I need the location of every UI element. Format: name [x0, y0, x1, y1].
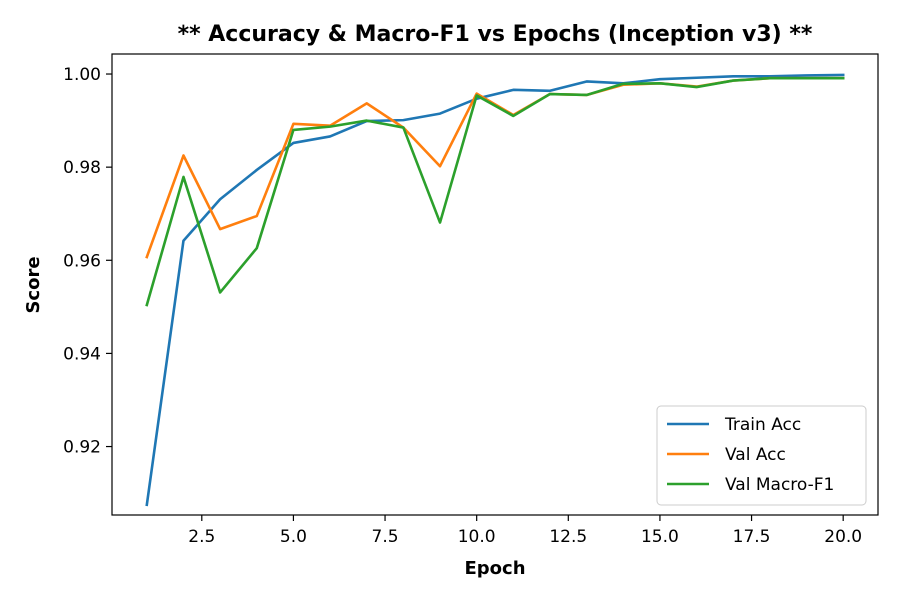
plot-frame [111, 53, 879, 516]
legend: Train Acc Val Acc Val Macro-F1 [656, 405, 867, 506]
x-tick-label: 7.5 [372, 527, 399, 547]
legend-label-train-acc: Train Acc [724, 415, 801, 435]
y-tick-label: 0.92 [63, 438, 101, 458]
plot-area [145, 73, 845, 507]
x-tick-label: 5.0 [280, 527, 307, 547]
legend-items: Train Acc Val Acc Val Macro-F1 [667, 415, 834, 495]
x-tick-label: 15.0 [641, 527, 679, 547]
x-tick-label: 20.0 [824, 527, 862, 547]
series-line-val-macro-f1 [145, 76, 845, 307]
x-axis-ticks: 2.5 5.0 7.5 10.0 12.5 15.0 17.5 20.0 [188, 515, 862, 547]
chart-title: ** Accuracy & Macro-F1 vs Epochs (Incept… [178, 22, 813, 47]
y-tick-label: 0.96 [63, 251, 101, 271]
y-tick-label: 0.94 [63, 344, 101, 364]
y-axis-ticks: 0.92 0.94 0.96 0.98 1.00 [63, 65, 112, 458]
x-tick-label: 12.5 [549, 527, 587, 547]
legend-label-val-acc: Val Acc [725, 445, 786, 465]
legend-label-val-macro-f1: Val Macro-F1 [725, 475, 834, 495]
y-tick-label: 0.98 [63, 158, 101, 178]
x-axis-label: Epoch [464, 558, 525, 579]
x-tick-label: 2.5 [188, 527, 215, 547]
y-tick-label: 1.00 [63, 65, 101, 85]
series-layer [145, 73, 845, 507]
x-tick-label: 10.0 [458, 527, 496, 547]
y-axis-label: Score [23, 256, 44, 313]
series-line-train-acc [145, 73, 845, 507]
legend-box [656, 405, 867, 506]
x-tick-label: 17.5 [733, 527, 771, 547]
